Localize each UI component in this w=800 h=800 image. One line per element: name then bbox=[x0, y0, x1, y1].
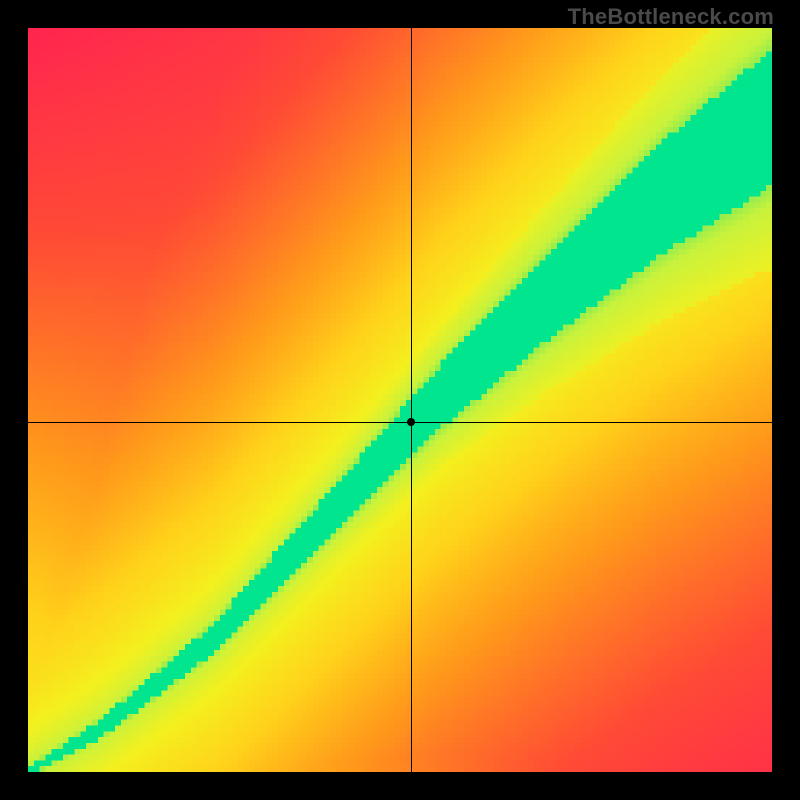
watermark-text: TheBottleneck.com bbox=[568, 4, 774, 30]
heatmap-canvas bbox=[28, 28, 772, 772]
crosshair-vertical bbox=[411, 28, 412, 772]
figure-root: TheBottleneck.com bbox=[0, 0, 800, 800]
heatmap-plot bbox=[28, 28, 772, 772]
crosshair-horizontal bbox=[28, 422, 772, 423]
